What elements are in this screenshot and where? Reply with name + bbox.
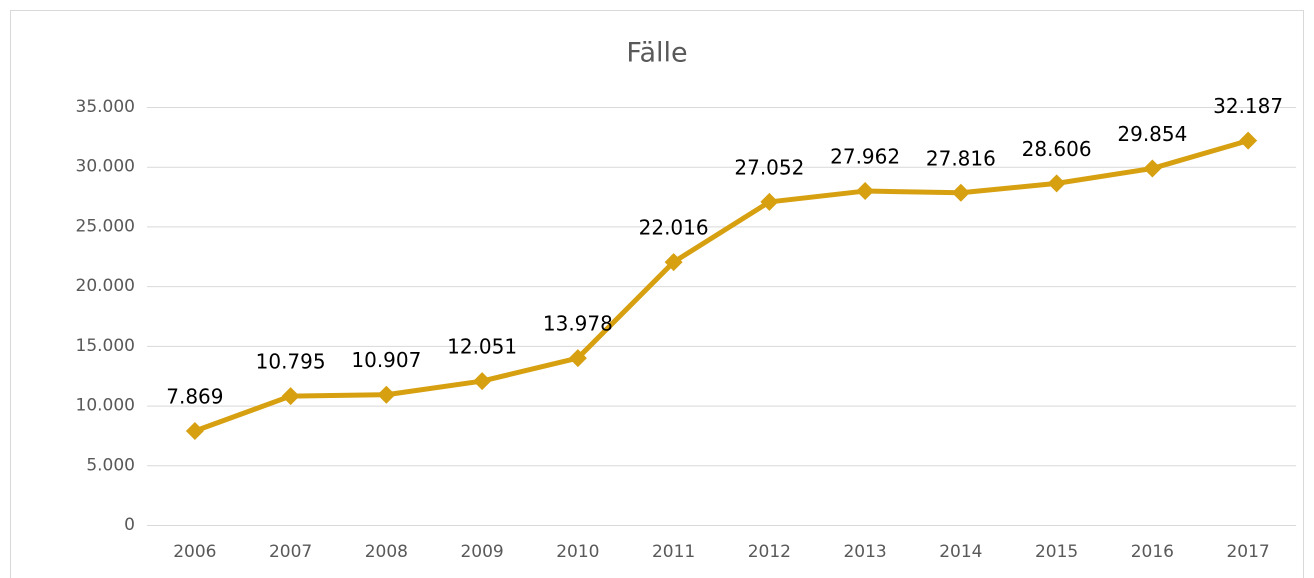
data-label: 7.869 bbox=[166, 385, 223, 409]
x-tick-label: 2013 bbox=[843, 542, 886, 562]
point-marker bbox=[664, 253, 683, 272]
data-label: 27.052 bbox=[734, 155, 804, 179]
data-label: 22.016 bbox=[639, 216, 709, 240]
data-label: 28.606 bbox=[1022, 137, 1092, 161]
chart-border bbox=[10, 10, 1304, 578]
data-label: 10.795 bbox=[256, 350, 326, 374]
x-tick-label: 2007 bbox=[269, 542, 312, 562]
x-tick-label: 2011 bbox=[652, 542, 695, 562]
data-label: 32.187 bbox=[1213, 94, 1283, 118]
y-tick-label: 0 bbox=[124, 515, 135, 535]
point-marker bbox=[1239, 131, 1258, 150]
y-tick-label: 35.000 bbox=[76, 97, 135, 117]
chart-title: Fälle bbox=[626, 38, 687, 69]
y-tick-label: 5.000 bbox=[86, 455, 135, 475]
y-tick-label: 15.000 bbox=[76, 336, 135, 356]
data-label: 29.854 bbox=[1117, 122, 1187, 146]
y-tick-label: 30.000 bbox=[76, 157, 135, 177]
x-tick-label: 2017 bbox=[1226, 542, 1269, 562]
point-marker bbox=[568, 349, 587, 368]
x-tick-label: 2008 bbox=[365, 542, 408, 562]
data-label: 27.816 bbox=[926, 146, 996, 170]
point-marker bbox=[856, 182, 875, 201]
point-marker bbox=[377, 385, 396, 404]
point-marker bbox=[951, 183, 970, 202]
point-marker bbox=[760, 192, 779, 211]
x-tick-label: 2015 bbox=[1035, 542, 1078, 562]
y-tick-label: 20.000 bbox=[76, 276, 135, 296]
point-marker bbox=[473, 372, 492, 391]
x-tick-label: 2006 bbox=[173, 542, 216, 562]
data-label: 10.907 bbox=[351, 348, 421, 372]
x-tick-label: 2012 bbox=[748, 542, 791, 562]
data-label: 12.051 bbox=[447, 335, 517, 359]
y-tick-label: 10.000 bbox=[76, 396, 135, 416]
data-label: 13.978 bbox=[543, 312, 613, 336]
point-marker bbox=[1143, 159, 1162, 178]
x-tick-label: 2009 bbox=[460, 542, 503, 562]
series-line bbox=[194, 138, 1249, 434]
y-tick-label: 25.000 bbox=[76, 216, 135, 236]
point-marker bbox=[1047, 174, 1066, 193]
x-tick-label: 2016 bbox=[1131, 542, 1174, 562]
x-tick-label: 2014 bbox=[939, 542, 982, 562]
point-marker bbox=[281, 387, 300, 406]
data-label: 27.962 bbox=[830, 145, 900, 169]
x-tick-label: 2010 bbox=[556, 542, 599, 562]
point-marker bbox=[185, 422, 204, 441]
